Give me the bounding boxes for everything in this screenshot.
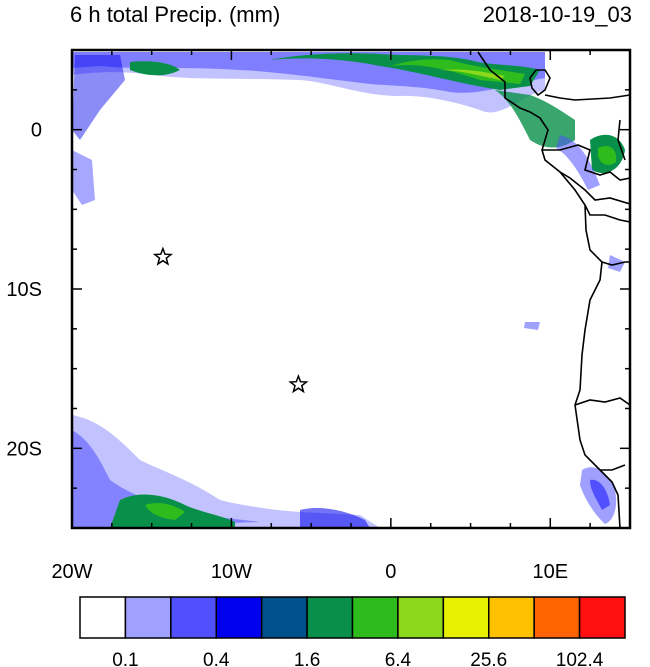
axis-ticks (71, 49, 631, 529)
colorbar-label: 6.4 (385, 650, 412, 667)
colorbar-label: 0.1 (112, 650, 138, 667)
colorbar-box (306, 596, 354, 639)
colorbar-label: 0.4 (203, 650, 230, 667)
colorbar-label: 25.6 (470, 650, 507, 667)
y-tick-label: 20S (6, 438, 42, 460)
colorbar-box (260, 596, 308, 639)
x-tick-label: 10W (211, 561, 252, 583)
y-tick-label: 10S (6, 279, 42, 301)
colorbar-box (578, 596, 626, 639)
colorbar-box (170, 596, 217, 639)
x-axis-labels: 20W 10W 0 10E (51, 561, 568, 583)
rain-band-north (72, 52, 625, 205)
star-marker-1 (152, 246, 174, 266)
colorbar-box (351, 596, 399, 639)
colorbar-box (215, 596, 263, 639)
colorbar-box (397, 596, 445, 639)
station-markers (152, 246, 309, 394)
precipitation-field (72, 52, 625, 528)
colorbar-box (124, 596, 172, 639)
colorbar-label: 102.4 (556, 650, 604, 667)
colorbar-label: 1.6 (294, 650, 320, 667)
coastline-and-borders (477, 51, 630, 528)
y-axis-labels: 0 10S 20S (6, 120, 42, 461)
colorbar-labels: 0.1 0.4 1.6 6.4 25.6 102.4 (112, 650, 604, 667)
x-tick-label: 20W (51, 561, 92, 583)
star-marker-2 (288, 373, 309, 394)
y-tick-label: 0 (31, 120, 42, 142)
map-title: 6 h total Precip. (mm) (70, 2, 281, 27)
rain-patch-southeast (524, 255, 625, 524)
x-tick-label: 0 (385, 561, 396, 583)
colorbar-box (79, 596, 127, 639)
rain-band-south (72, 415, 380, 528)
x-tick-label: 10E (532, 561, 568, 583)
colorbar-box (488, 596, 535, 639)
map-datetime: 2018-10-19_03 (482, 2, 632, 27)
colorbar (79, 596, 626, 639)
colorbar-box (442, 596, 490, 639)
colorbar-box (533, 596, 581, 639)
